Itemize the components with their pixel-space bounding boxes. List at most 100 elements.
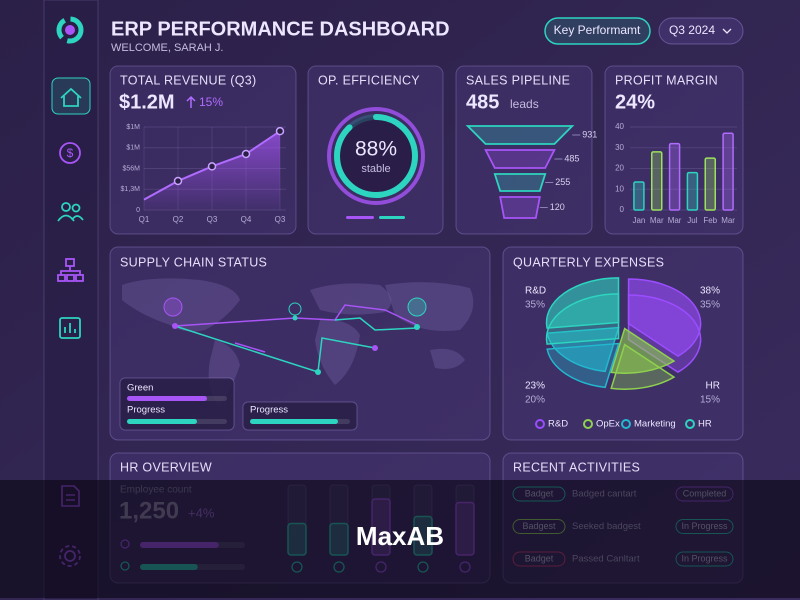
x-tick-label: Jan — [632, 216, 645, 225]
legend-label: HR — [698, 419, 712, 430]
gauge-outer — [327, 107, 425, 205]
revenue-point — [173, 176, 183, 186]
x-tick-label: Q2 — [173, 215, 184, 224]
x-tick-label: Q3 — [207, 215, 218, 224]
map-pins — [163, 297, 427, 375]
bar — [651, 151, 663, 211]
stage-label: 485 — [564, 153, 579, 163]
revenue-point — [207, 162, 217, 171]
nav-reports[interactable] — [59, 317, 81, 339]
legend-swatch — [621, 419, 631, 429]
progress-bar — [250, 419, 338, 424]
pie-annotation: 20% — [525, 395, 545, 406]
y-tick-label: $1M — [126, 145, 140, 152]
chevron — [722, 28, 732, 34]
legend-swatch — [583, 419, 593, 429]
legend-label: Green — [127, 383, 153, 394]
routes — [174, 304, 418, 373]
stage-label: 120 — [550, 202, 565, 212]
pie-annotation: HR — [706, 381, 720, 392]
nav-org[interactable] — [57, 258, 84, 282]
legend-label: Progress — [250, 405, 288, 416]
card-title: SALES PIPELINE — [466, 73, 570, 87]
legend-box — [119, 377, 235, 431]
x-tick-label: Mar — [721, 216, 735, 225]
gauge-value: 88% — [355, 138, 397, 161]
bar — [704, 157, 716, 211]
kpi-button-label: Key Performamt — [554, 23, 641, 37]
x-tick-label: Q3 — [275, 215, 286, 224]
x-tick-label: Feb — [703, 216, 717, 225]
card-title: RECENT ACTIVITIES — [513, 460, 640, 474]
revenue-point — [241, 149, 251, 159]
x-tick-label: Mar — [650, 216, 664, 225]
pie-annotation: 23% — [525, 381, 545, 392]
x-tick-label: Mar — [668, 216, 682, 225]
pie-annotation: 35% — [525, 300, 545, 311]
progress-bar — [127, 396, 207, 401]
overlay-band — [0, 480, 800, 598]
y-tick-label: 20 — [615, 164, 624, 173]
revenue-change: 15% — [199, 95, 223, 109]
y-tick-label: $1,3M — [121, 186, 141, 193]
legend-swatch — [685, 419, 695, 429]
legend-label: OpEx — [596, 419, 620, 430]
progress-bar — [127, 419, 197, 424]
x-tick-label: Q1 — [139, 215, 150, 224]
up-arrow — [186, 95, 196, 108]
revenue-value: $1.2M — [119, 91, 175, 113]
nav-finance[interactable] — [59, 142, 81, 164]
bar — [722, 132, 734, 211]
card-title: TOTAL REVENUE (Q3) — [120, 73, 256, 87]
pie-annotation: 15% — [700, 395, 720, 406]
y-tick-label: $1M — [126, 124, 140, 131]
profit-card — [604, 65, 744, 235]
gauge-note: stable — [361, 163, 390, 175]
funnel-stage — [465, 125, 575, 145]
x-tick-label: Q4 — [241, 215, 252, 224]
indicator — [346, 216, 374, 219]
card-title: OP. EFFICIENCY — [318, 73, 420, 87]
y-tick-label: 0 — [136, 207, 140, 214]
pipeline-value: 485 — [466, 91, 499, 113]
pie-slice — [627, 278, 702, 358]
bar — [633, 181, 645, 211]
pie-annotation: 35% — [700, 300, 720, 311]
dollar-icon: $ — [67, 146, 74, 160]
pie-annotation: 38% — [700, 286, 720, 297]
logo-core — [65, 25, 75, 35]
funnel-stage — [484, 149, 556, 169]
y-tick-label: 40 — [615, 122, 624, 131]
legend-label: Progress — [127, 405, 165, 416]
y-tick-label: 0 — [620, 205, 625, 214]
stage-label: 255 — [555, 177, 570, 187]
nav-people[interactable] — [57, 202, 84, 222]
stage-label: 931 — [582, 129, 597, 139]
revenue-point — [275, 126, 285, 136]
legend-label: Marketing — [634, 419, 676, 430]
kpi-button[interactable] — [544, 17, 651, 45]
funnel-stage — [493, 173, 547, 192]
pie-slice — [546, 326, 620, 373]
card-title: PROFIT MARGIN — [615, 73, 718, 87]
nav-home[interactable] — [51, 77, 91, 115]
profit-value: 24% — [615, 91, 655, 113]
card-title: SUPPLY CHAIN STATUS — [120, 255, 267, 269]
home-icon — [60, 87, 82, 107]
overlay-text: MaxAB — [356, 521, 444, 551]
title: ERP PERFORMANCE DASHBOARD — [111, 18, 450, 40]
indicator — [379, 216, 405, 219]
pie-annotation: R&D — [525, 286, 546, 297]
pipeline-unit: leads — [510, 97, 539, 111]
card-title: HR OVERVIEW — [120, 460, 212, 474]
funnel-stage — [499, 196, 541, 219]
bar — [686, 171, 699, 211]
period-label: Q3 2024 — [669, 23, 715, 37]
x-tick-label: Jul — [687, 216, 697, 225]
bar — [668, 142, 681, 211]
period-select[interactable] — [658, 17, 744, 45]
y-tick-label: $56M — [122, 165, 140, 172]
pie-slice — [545, 277, 620, 329]
pie-slice — [610, 327, 676, 374]
